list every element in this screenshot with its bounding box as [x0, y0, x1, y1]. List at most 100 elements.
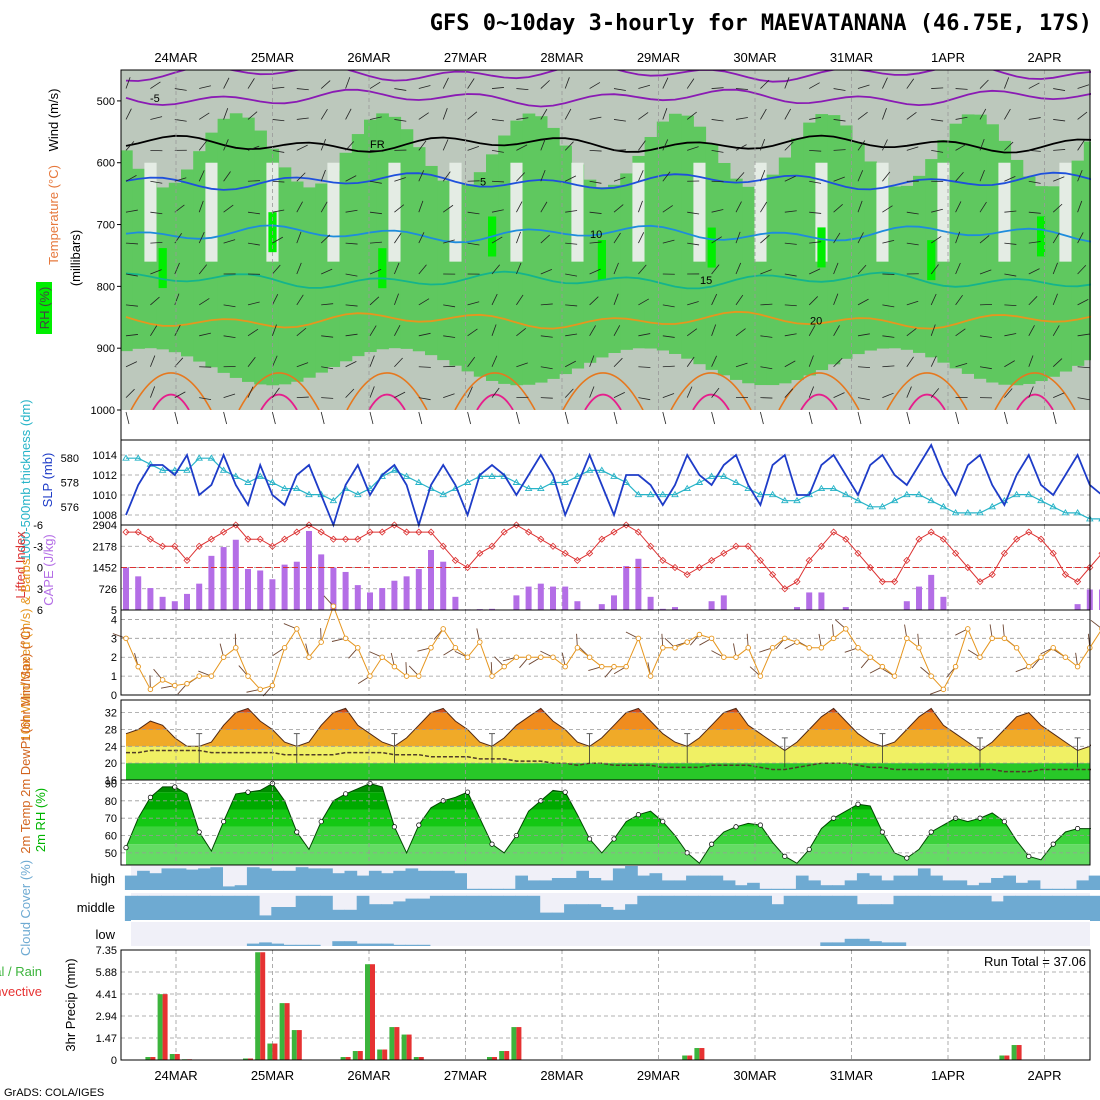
- cloud-bar: [747, 895, 760, 921]
- rh-band: [620, 173, 633, 350]
- date-axis: 24MAR 24MAR 25MAR 25MAR 26MAR 26MAR 27MAR 27MAR…: [154, 50, 1061, 1083]
- cape-bar: [903, 601, 910, 610]
- wind-barb: [198, 112, 210, 120]
- thickness-marker: [634, 490, 643, 498]
- cape-bar: [1074, 604, 1081, 610]
- wind-barb: [589, 116, 602, 120]
- precip-convective-bar: [260, 952, 266, 1060]
- cloud-bar: [893, 942, 907, 946]
- wind-speed-marker: [647, 673, 654, 679]
- wind-barb: [857, 232, 864, 244]
- wind-barb: [174, 177, 187, 182]
- cloud-bar: [429, 895, 443, 921]
- wind-barb: [394, 88, 407, 91]
- precip-convective-bar: [357, 1051, 363, 1060]
- wind-barb: [198, 264, 207, 275]
- lifted-index-marker: [366, 528, 374, 536]
- thickness-marker: [415, 478, 423, 485]
- cloud-bar: [759, 895, 772, 921]
- wind-barb: [1052, 262, 1058, 275]
- wind-barb: [223, 393, 236, 399]
- wind-barb: [565, 304, 578, 307]
- cloud-bar: [832, 885, 846, 890]
- thickness-marker: [390, 466, 399, 473]
- wind-barb: [931, 149, 944, 153]
- precip-convective-bar: [272, 1043, 278, 1060]
- thickness-marker: [793, 496, 801, 504]
- rh-marker: [318, 819, 324, 825]
- wind-barb: [882, 365, 895, 368]
- wind-barb: [125, 175, 137, 182]
- cloud-bar: [551, 912, 565, 921]
- wind-barb: [1004, 388, 1013, 398]
- cape-bar: [391, 580, 398, 610]
- lifted-index-marker: [732, 542, 740, 550]
- wind-barb: [613, 293, 619, 306]
- cloud-bar: [466, 888, 480, 890]
- rh-legend-swatch: [36, 282, 52, 334]
- cloud-bar: [539, 880, 553, 890]
- rh-marker: [1075, 826, 1081, 832]
- precip-total-bar: [682, 1055, 688, 1060]
- lifted-index-marker: [244, 535, 252, 543]
- lifted-index-marker: [720, 549, 728, 557]
- wind-barb: [394, 204, 405, 213]
- rh-marker: [1026, 853, 1032, 859]
- wind-barb: [760, 201, 768, 213]
- wind-barb: [125, 77, 131, 89]
- cloud-bar: [454, 895, 467, 921]
- thickness-marker: [329, 496, 338, 504]
- wind-barb: [955, 171, 964, 182]
- rh-band: [656, 121, 670, 351]
- wind-speed-marker: [208, 673, 215, 679]
- thickness-marker: [610, 472, 618, 479]
- wind-barb: [638, 298, 649, 306]
- wind-barb: [1077, 140, 1085, 151]
- cape-tick-label: 2178: [93, 541, 117, 553]
- wind-barb: [760, 79, 770, 89]
- lifted-index-marker: [878, 578, 886, 586]
- rh-marker: [294, 829, 300, 835]
- wind-barb: [150, 180, 163, 184]
- wind-barb: [565, 360, 577, 368]
- lifted-index-marker: [903, 556, 911, 564]
- cloud-bar: [698, 895, 711, 921]
- lifted-index-marker: [281, 535, 289, 543]
- cloud-bar: [661, 880, 675, 890]
- wind-barb: [491, 180, 505, 183]
- wind-barb: [1077, 200, 1083, 213]
- wind-barb: [1077, 264, 1087, 275]
- wind-barb: [467, 242, 480, 246]
- cloud-bar: [673, 880, 687, 890]
- cloud-bar: [649, 873, 663, 890]
- wind-barb: [662, 335, 675, 338]
- cape-bar: [708, 601, 715, 610]
- cloud-bar: [332, 941, 345, 946]
- date-label-top: 30MAR: [733, 50, 776, 65]
- wind-barb: [125, 209, 138, 213]
- rh-band: [229, 113, 243, 378]
- rh-band: [412, 147, 426, 352]
- wind-barb: [711, 264, 720, 275]
- wind-speed-marker: [452, 645, 459, 651]
- precip-convective-bar: [296, 1030, 302, 1060]
- precip-convective-bar: [418, 1057, 424, 1060]
- lifted-index-marker: [830, 528, 838, 536]
- wind-barb: [467, 356, 476, 367]
- wind-barb: [662, 239, 675, 244]
- wind-panel: 0 1 2 3 4: [111, 595, 1100, 702]
- cloud-bar: [356, 895, 370, 921]
- wind-barb: [711, 411, 715, 425]
- rh-moist-patch: [817, 227, 826, 268]
- li-tick-label: 0: [37, 563, 43, 575]
- thickness-marker: [890, 496, 899, 504]
- thickness-marker: [720, 472, 728, 479]
- isotherm-line: [152, 393, 190, 410]
- wind-barb: [296, 327, 307, 337]
- wind-barb: [345, 141, 355, 151]
- rh-band: [644, 136, 658, 349]
- precip-frame: [120, 949, 1091, 1061]
- lifted-index-marker: [207, 535, 215, 543]
- rh-marker: [660, 819, 666, 825]
- wind-barb: [931, 87, 944, 89]
